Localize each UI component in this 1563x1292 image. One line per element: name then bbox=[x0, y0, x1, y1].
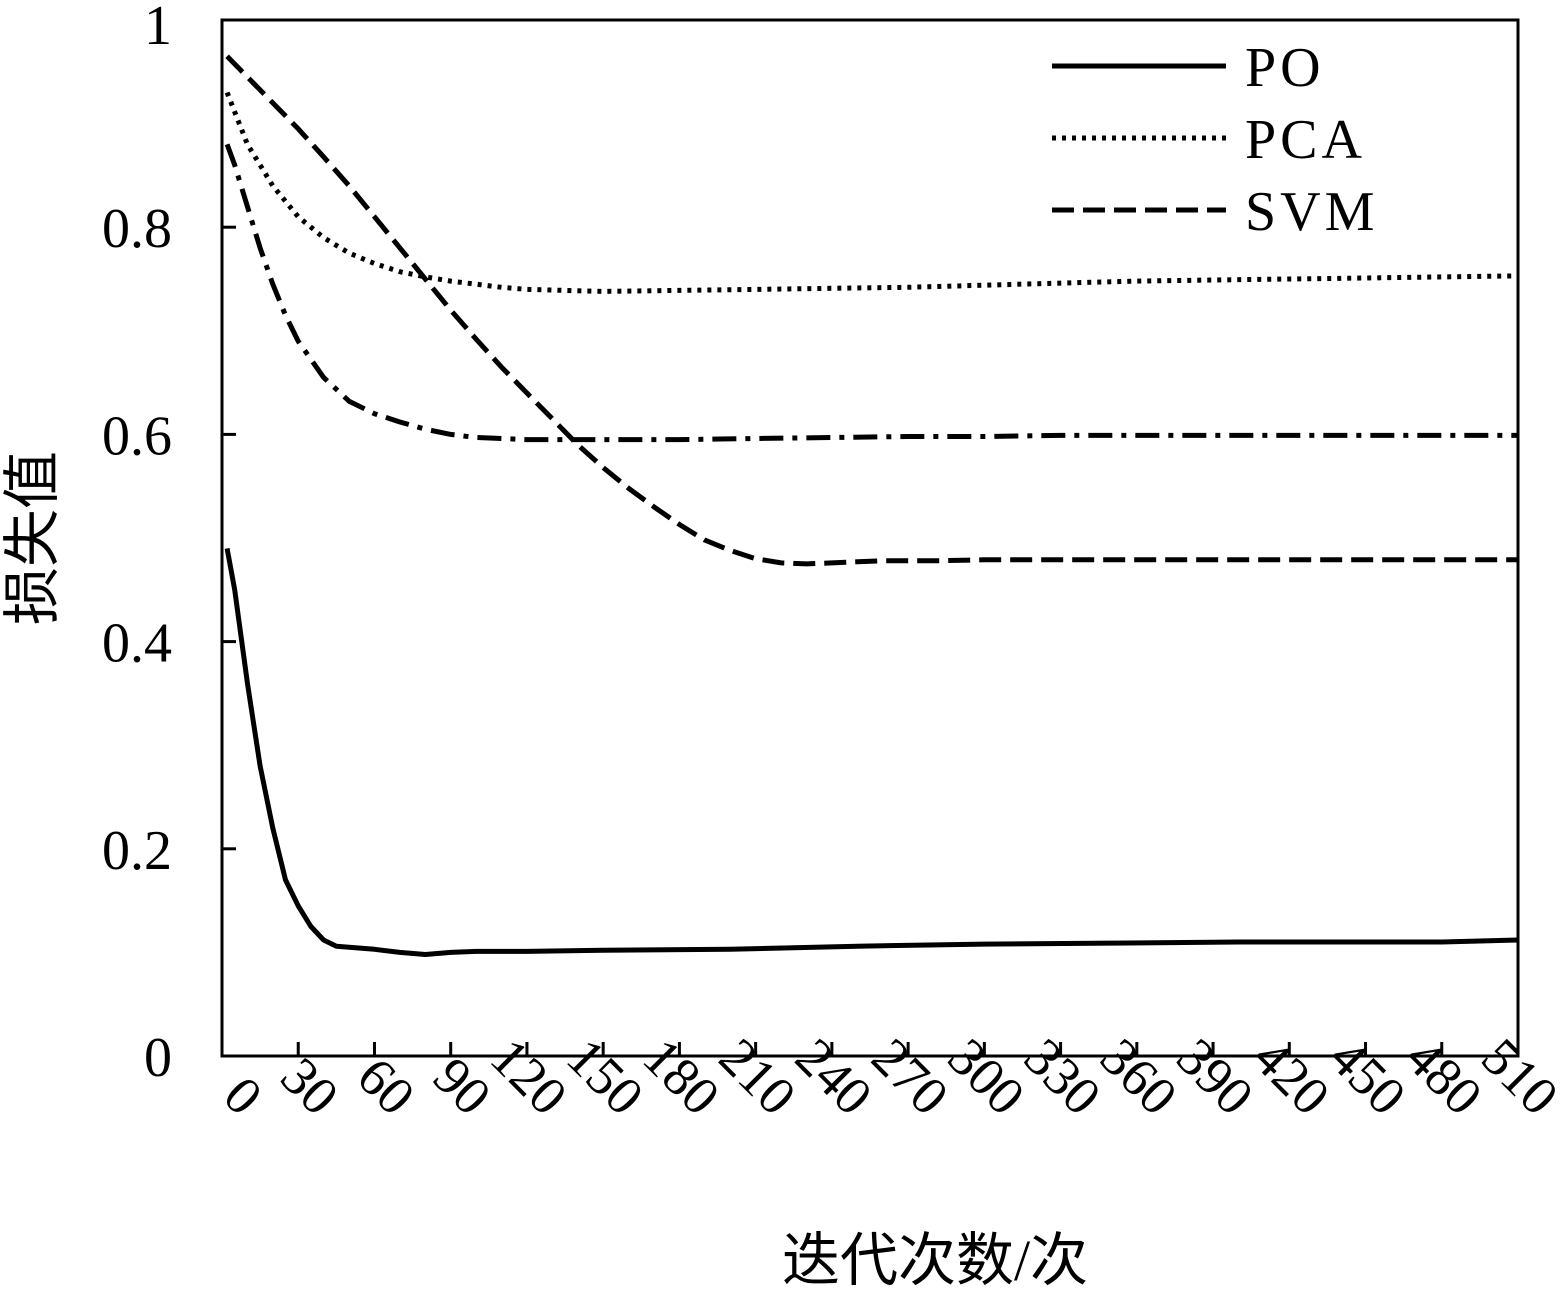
series-line-svm bbox=[225, 54, 1518, 567]
legend-label-po: PO bbox=[1245, 37, 1325, 99]
legend: PO PCA SVM bbox=[1052, 37, 1378, 243]
x-axis-title: 迭代次数/次 bbox=[782, 1228, 1088, 1292]
plot-frame bbox=[220, 18, 1520, 1058]
y-tick-label: 0.4 bbox=[102, 613, 172, 675]
y-tick-label: 0.6 bbox=[102, 405, 172, 467]
series-line-po bbox=[224, 547, 1519, 957]
y-tick-label: 0.2 bbox=[102, 820, 172, 882]
series-lines bbox=[224, 54, 1519, 957]
x-tick-label: 510 bbox=[1470, 1027, 1563, 1127]
y-tick-label: 0 bbox=[144, 1027, 172, 1089]
legend-label-svm: SVM bbox=[1245, 181, 1378, 243]
x-tick-label: 30 bbox=[270, 1046, 351, 1127]
y-tick-label: 1 bbox=[144, 0, 172, 57]
y-tick-label: 0.8 bbox=[102, 198, 172, 260]
series-line-pca bbox=[224, 91, 1519, 294]
series-line-unlabeled-3 bbox=[224, 143, 1518, 443]
legend-label-pca: PCA bbox=[1245, 109, 1366, 171]
x-tick-label: 60 bbox=[346, 1046, 427, 1127]
x-tick-label: 0 bbox=[212, 1065, 274, 1127]
y-axis-title: 损失值 bbox=[0, 451, 65, 625]
